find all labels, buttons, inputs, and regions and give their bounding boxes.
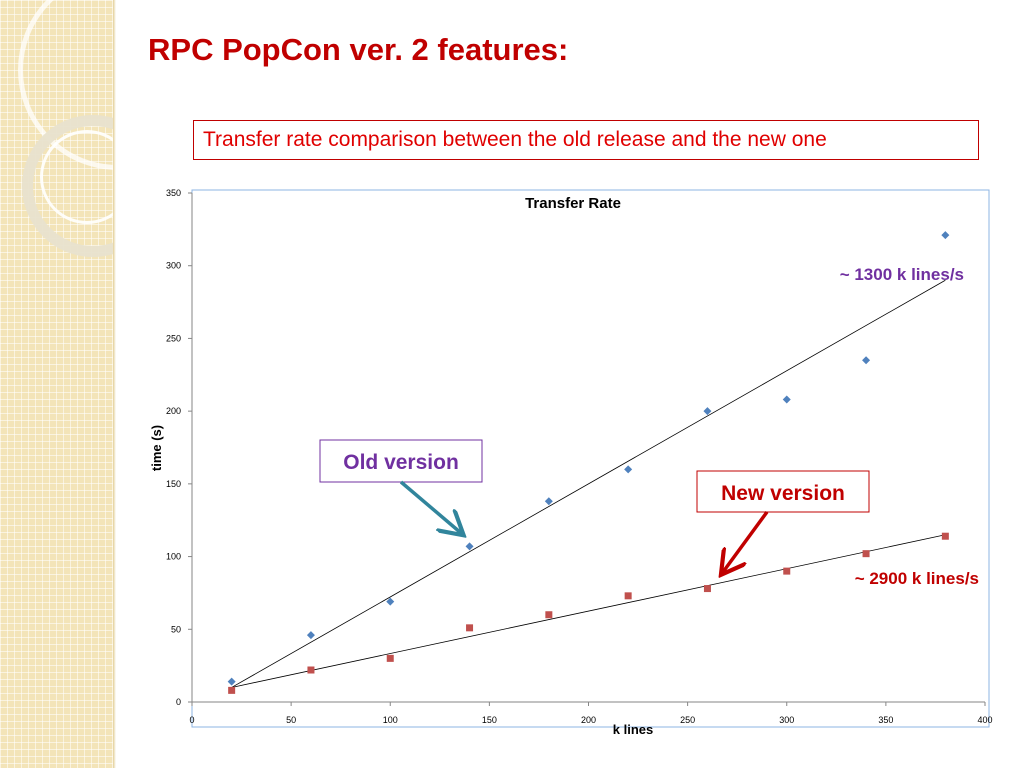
slide-title: RPC PopCon ver. 2 features:	[148, 32, 569, 67]
x-tick-label: 250	[680, 715, 695, 725]
trendlines	[231, 279, 946, 688]
chart-container: 0 50 100 150 200 250 300 350 400 0 50 100 150 200 250 3…	[143, 178, 1003, 748]
data-point-square	[941, 532, 949, 540]
x-tick-label: 300	[779, 715, 794, 725]
data-point-diamond	[624, 465, 633, 474]
trendline-1	[231, 279, 946, 688]
data-points	[227, 231, 950, 694]
data-point-square	[783, 567, 791, 575]
y-tick-label: 300	[166, 261, 181, 271]
y-tick-label: 350	[166, 188, 181, 198]
y-tick-label: 150	[166, 479, 181, 489]
data-point-diamond	[386, 597, 395, 606]
sidebar-divider	[113, 0, 116, 768]
decorative-ring	[40, 130, 113, 224]
new-rate-label: ~ 2900 k lines/s	[855, 569, 979, 588]
data-point-diamond	[544, 497, 553, 506]
trendline-2	[231, 534, 946, 688]
x-tick-label: 150	[482, 715, 497, 725]
old-version-arrow	[399, 480, 461, 533]
subtitle-box: Transfer rate comparison between the old…	[193, 120, 979, 160]
data-point-diamond	[465, 542, 474, 551]
new-version-callout-box	[696, 470, 870, 513]
old-version-callout-box	[319, 439, 483, 483]
y-tick-label: 250	[166, 333, 181, 343]
new-version-arrow	[723, 510, 769, 572]
decorative-ring	[22, 115, 113, 257]
x-tick-label: 100	[383, 715, 398, 725]
y-tick-label: 100	[166, 552, 181, 562]
transfer-rate-chart: 0 50 100 150 200 250 300 350 400 0 50 100 150 200 250 3…	[149, 188, 993, 737]
y-tick-label: 0	[176, 697, 181, 707]
decorative-sidebar	[0, 0, 113, 768]
y-tick-label: 200	[166, 406, 181, 416]
data-point-square	[228, 686, 236, 694]
chart-title: Transfer Rate	[525, 195, 621, 212]
data-point-diamond	[782, 395, 791, 404]
x-tick-label: 350	[878, 715, 893, 725]
x-tick-label: 50	[286, 715, 296, 725]
new-version-label: New version	[721, 482, 845, 505]
data-point-square	[862, 550, 870, 558]
axes: 0 50 100 150 200 250 300 350 400 0 50 100 150 200 250 3…	[166, 188, 993, 725]
data-point-square	[307, 666, 315, 674]
old-rate-label: ~ 1300 k lines/s	[840, 265, 964, 284]
data-point-diamond	[703, 407, 712, 416]
old-version-label: Old version	[343, 451, 459, 474]
x-tick-label: 400	[977, 715, 992, 725]
data-point-diamond	[941, 231, 950, 240]
data-point-diamond	[862, 356, 871, 365]
data-point-diamond	[227, 677, 236, 686]
data-point-square	[545, 611, 553, 619]
y-tick-label: 50	[171, 624, 181, 634]
data-point-square	[466, 624, 474, 632]
data-point-square	[624, 592, 632, 600]
data-point-square	[386, 654, 394, 662]
x-tick-label: 200	[581, 715, 596, 725]
x-tick-label: 0	[189, 715, 194, 725]
data-point-square	[703, 585, 711, 593]
y-axis-label: time (s)	[149, 425, 164, 471]
data-point-diamond	[306, 631, 315, 640]
x-axis-label: k lines	[613, 722, 653, 737]
